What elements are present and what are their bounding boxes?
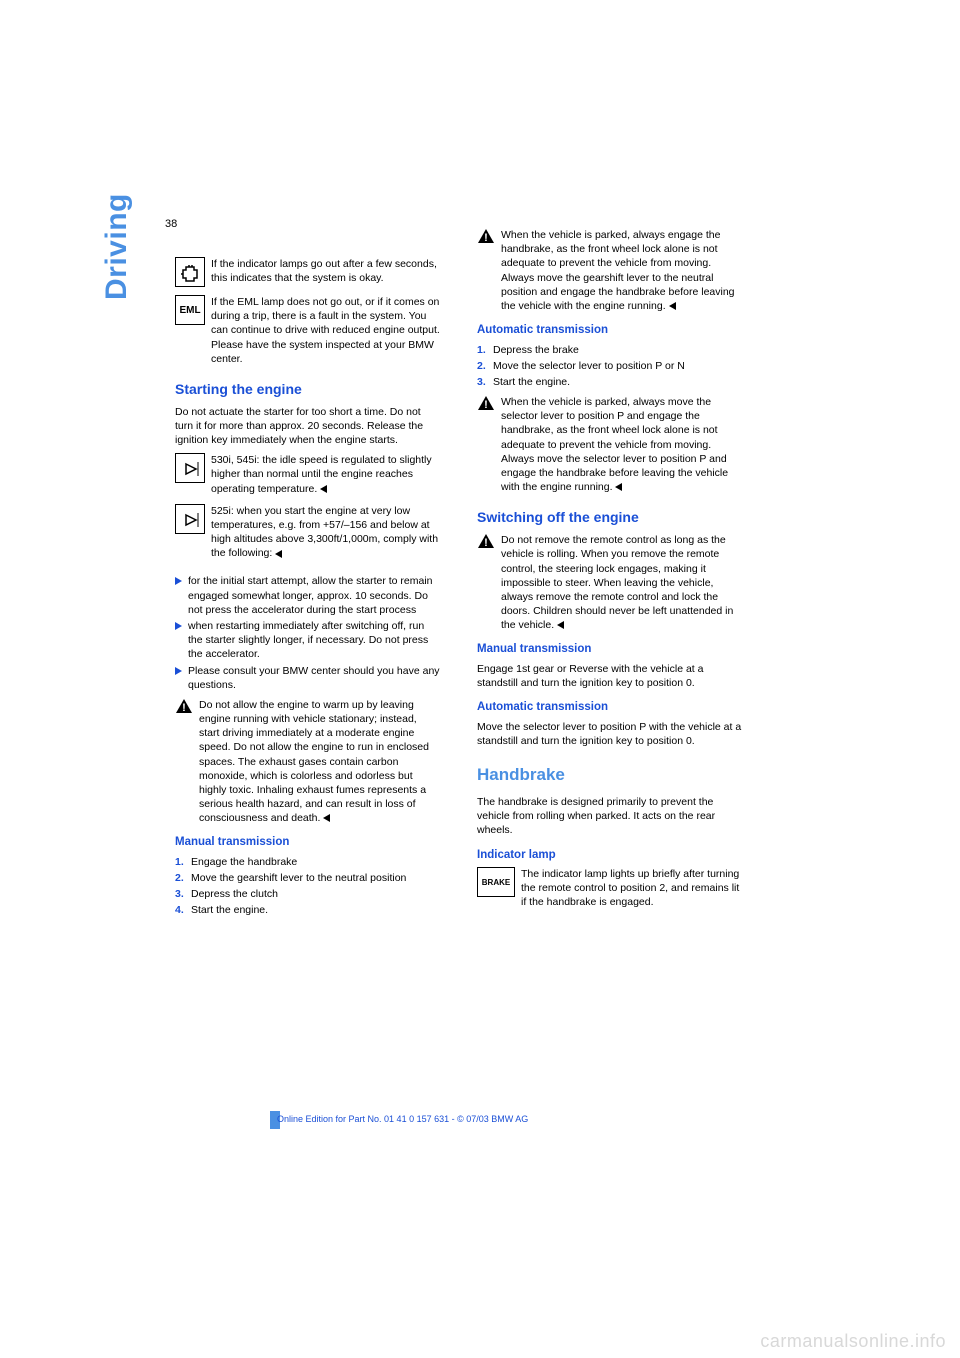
warning-block-3: ! When the vehicle is parked, always mov… <box>477 395 742 494</box>
auto-step-2: 2.Move the selector lever to position P … <box>477 359 742 373</box>
section-title-vertical: Driving <box>100 193 134 300</box>
manual-2-text: Engage 1st gear or Reverse with the vehi… <box>477 662 742 690</box>
svg-text:!: ! <box>182 702 186 714</box>
auto-transmission-2-heading: Automatic transmission <box>477 700 742 716</box>
warning-block-2: ! When the vehicle is parked, always eng… <box>477 228 742 313</box>
warning-triangle-icon: ! <box>175 698 193 826</box>
end-marker-icon <box>320 485 327 493</box>
brake-icon: BRAKE <box>477 867 515 897</box>
manual-step-4-text: Start the engine. <box>191 903 440 917</box>
handbrake-section-heading: Handbrake <box>477 764 742 787</box>
auto-step-2-text: Move the selector lever to position P or… <box>493 359 742 373</box>
auto-step-1: 1.Depress the brake <box>477 343 742 357</box>
svg-text:!: ! <box>484 537 488 549</box>
warning-2-text: When the vehicle is parked, always engag… <box>501 229 735 312</box>
warning-3-text: When the vehicle is parked, always move … <box>501 396 728 493</box>
manual-step-3-text: Depress the clutch <box>191 887 440 901</box>
svg-text:!: ! <box>484 399 488 411</box>
left-column: If the indicator lamps go out after a fe… <box>175 257 440 920</box>
manual-step-1: 1.Engage the handbrake <box>175 855 440 869</box>
page-number: 38 <box>165 218 177 230</box>
warning-triangle-icon: ! <box>477 228 495 313</box>
end-marker-icon <box>557 621 564 629</box>
bullet-2-text: when restarting immediately after switch… <box>188 619 440 662</box>
eml-icon: EML <box>175 295 205 325</box>
footer-text: Online Edition for Part No. 01 41 0 157 … <box>277 1114 528 1124</box>
warning-triangle-icon: ! <box>477 395 495 494</box>
manual-step-3: 3.Depress the clutch <box>175 887 440 901</box>
manual-transmission-heading: Manual transmission <box>175 835 440 851</box>
warning-block-1: ! Do not allow the engine to warm up by … <box>175 698 440 826</box>
indicator-lamp-text: The indicator lamp lights up briefly aft… <box>521 867 742 910</box>
bullet-1-text: for the initial start attempt, allow the… <box>188 574 440 617</box>
bullet-arrow-icon <box>175 667 182 675</box>
brake-icon-row: BRAKE The indicator lamp lights up brief… <box>477 867 742 910</box>
start-arrow-icon-2 <box>175 504 205 534</box>
right-column: ! When the vehicle is parked, always eng… <box>477 222 742 918</box>
eml-icon-text: If the EML lamp does not go out, or if i… <box>211 295 440 366</box>
manual-page: 38 Driving If the indicator lamps go out… <box>0 0 960 1358</box>
start-525-text: 525i: when you start the engine at very … <box>211 505 438 560</box>
eml-icon-row: EML If the EML lamp does not go out, or … <box>175 295 440 366</box>
warning-block-4: ! Do not remove the remote control as lo… <box>477 533 742 632</box>
bullet-arrow-icon <box>175 577 182 585</box>
manual-step-2: 2.Move the gearshift lever to the neutra… <box>175 871 440 885</box>
end-marker-icon <box>275 550 282 558</box>
end-marker-icon <box>615 483 622 491</box>
start-arrow-icon <box>175 453 205 483</box>
bullet-3: Please consult your BMW center should yo… <box>175 664 440 692</box>
start-paragraph-1: Do not actuate the starter for too short… <box>175 405 440 448</box>
handbrake-text: The handbrake is designed primarily to p… <box>477 795 742 838</box>
auto-step-3: 3.Start the engine. <box>477 375 742 389</box>
bullet-3-text: Please consult your BMW center should yo… <box>188 664 440 692</box>
starting-engine-heading: Starting the engine <box>175 380 440 399</box>
warning-1-text: Do not allow the engine to warm up by le… <box>199 699 429 824</box>
auto-step-3-text: Start the engine. <box>493 375 742 389</box>
engine-icon-text: If the indicator lamps go out after a fe… <box>211 257 440 287</box>
end-marker-icon <box>323 814 330 822</box>
end-marker-icon <box>669 302 676 310</box>
warning-4-text: Do not remove the remote control as long… <box>501 534 733 631</box>
engine-icon <box>175 257 205 287</box>
warning-triangle-icon: ! <box>477 533 495 632</box>
bullet-1: for the initial start attempt, allow the… <box>175 574 440 617</box>
start-icon-row-2: 525i: when you start the engine at very … <box>175 504 440 561</box>
manual-step-4: 4.Start the engine. <box>175 903 440 917</box>
engine-icon-row: If the indicator lamps go out after a fe… <box>175 257 440 287</box>
auto-step-1-text: Depress the brake <box>493 343 742 357</box>
switching-off-heading: Switching off the engine <box>477 508 742 527</box>
bullet-2: when restarting immediately after switch… <box>175 619 440 662</box>
manual-step-1-text: Engage the handbrake <box>191 855 440 869</box>
manual-step-2-text: Move the gearshift lever to the neutral … <box>191 871 440 885</box>
bullet-arrow-icon <box>175 622 182 630</box>
auto-2-text: Move the selector lever to position P wi… <box>477 720 742 748</box>
watermark: carmanualsonline.info <box>760 1331 946 1352</box>
indicator-lamp-heading: Indicator lamp <box>477 848 742 864</box>
manual-transmission-2-heading: Manual transmission <box>477 642 742 658</box>
start-icon-row-1: 530i, 545i: the idle speed is regulated … <box>175 453 440 496</box>
auto-transmission-heading: Automatic transmission <box>477 323 742 339</box>
svg-text:!: ! <box>484 232 488 244</box>
